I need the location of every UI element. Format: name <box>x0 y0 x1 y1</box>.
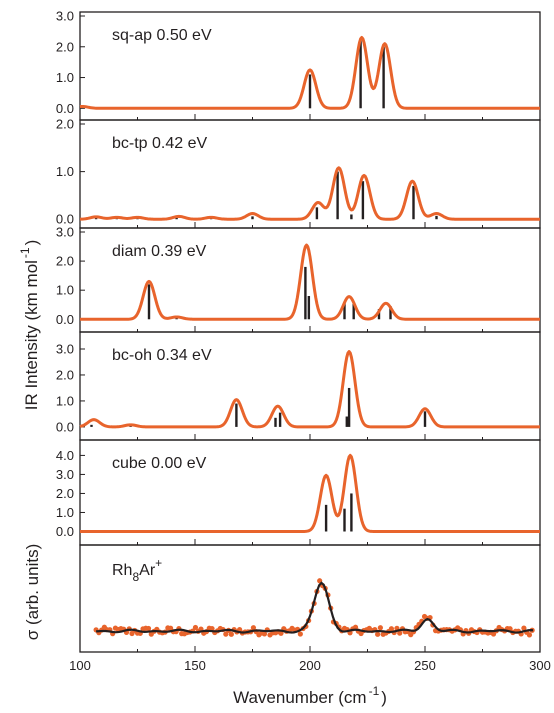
y-tick-label: 2.0 <box>56 486 74 501</box>
x-axis-label: Wavenumber (cm -1) <box>233 684 387 707</box>
data-point <box>375 631 381 637</box>
y-tick-label: 0.0 <box>56 524 74 539</box>
data-point <box>145 625 152 632</box>
x-tick-label: 300 <box>529 658 551 673</box>
data-point <box>278 630 284 636</box>
y-tick-label: 2.0 <box>56 117 74 132</box>
spectrum-curve <box>79 166 541 221</box>
y-axis-label-close: ) <box>22 240 41 246</box>
panel-label-sub: 8 <box>132 570 139 584</box>
panel-label-main: Rh <box>112 562 132 579</box>
spectrum-curve <box>79 243 541 321</box>
data-point <box>223 631 229 637</box>
x-tick-label: 100 <box>69 658 91 673</box>
panel-label: sq-ap 0.50 eV <box>112 27 212 44</box>
y-tick-label: 3.0 <box>56 467 74 482</box>
panel-label: cube 0.00 eV <box>112 455 207 472</box>
data-point <box>526 632 533 638</box>
data-point <box>377 625 383 631</box>
y-tick-label: 1.0 <box>56 393 74 408</box>
y-tick-label: 3.0 <box>56 341 74 356</box>
y-tick-label: 3.0 <box>56 9 74 24</box>
panel-5: 100 150 200 250 300 Rh8Ar+ <box>69 544 551 673</box>
x-axis-label-main: Wavenumber (cm <box>233 688 367 707</box>
data-point <box>168 625 174 631</box>
x-tick-label: 250 <box>414 658 436 673</box>
sigma-axis-label: σ (arb. units) <box>23 544 42 640</box>
data-point <box>209 626 215 632</box>
y-axis-label: IR Intensity (km mol -1) <box>18 240 41 411</box>
y-tick-label: 4.0 <box>56 448 74 463</box>
panel-label: diam 0.39 eV <box>112 243 207 260</box>
x-tick-label: 150 <box>184 658 206 673</box>
data-point <box>521 625 527 631</box>
fit-line <box>96 581 534 634</box>
panel-1: 0.0 1.0 2.0 bc-tp 0.42 eV <box>56 117 541 229</box>
y-axis-label-main: IR Intensity (km mol <box>22 260 41 410</box>
data-point <box>297 631 303 637</box>
panel-label: bc-oh 0.34 eV <box>112 347 212 364</box>
y-tick-label: 1.0 <box>56 283 74 298</box>
y-tick-label: 2.0 <box>56 254 74 269</box>
x-axis-label-sup: -1 <box>369 684 380 698</box>
data-point <box>507 626 513 632</box>
y-tick-label: 0.0 <box>56 312 74 327</box>
panel-2: 0.0 1.0 2.0 3.0 diam 0.39 eV <box>56 225 541 333</box>
y-axis-label-sup: -1 <box>18 247 32 258</box>
y-tick-label: 3.0 <box>56 225 74 240</box>
panel-label-mid: Ar <box>139 562 156 579</box>
panel-label-sup: + <box>155 556 162 570</box>
panel-0: 0.0 1.0 2.0 3.0 sq-ap 0.50 eV <box>56 9 541 121</box>
data-point <box>192 624 199 631</box>
panel-label: Rh8Ar+ <box>112 556 162 584</box>
y-tick-label: 0.0 <box>56 101 74 116</box>
x-axis-label-close: ) <box>381 688 387 707</box>
data-point <box>261 631 268 637</box>
y-tick-label: 2.0 <box>56 367 74 382</box>
y-tick-label: 1.0 <box>56 70 74 85</box>
spectrum-curve <box>79 453 541 533</box>
panel-3: 0.0 1.0 2.0 3.0 bc-oh 0.34 eV <box>56 331 541 441</box>
y-tick-label: 2.0 <box>56 39 74 54</box>
y-tick-label: 1.0 <box>56 505 74 520</box>
spectrum-curve <box>79 36 541 110</box>
x-tick-label: 200 <box>299 658 321 673</box>
data-point <box>352 624 359 630</box>
y-tick-label: 1.0 <box>56 164 74 179</box>
panel-label: bc-tp 0.42 eV <box>112 135 208 152</box>
data-point <box>397 630 403 636</box>
y-tick-label: 0.0 <box>56 419 74 434</box>
data-point <box>388 626 395 632</box>
data-point <box>228 631 234 637</box>
spectrum-curve <box>79 350 541 429</box>
y-tick-label: 0.0 <box>56 212 74 227</box>
data-point <box>250 625 257 631</box>
panel-4: 0.0 1.0 2.0 3.0 4.0 cube 0.00 eV <box>56 439 541 546</box>
